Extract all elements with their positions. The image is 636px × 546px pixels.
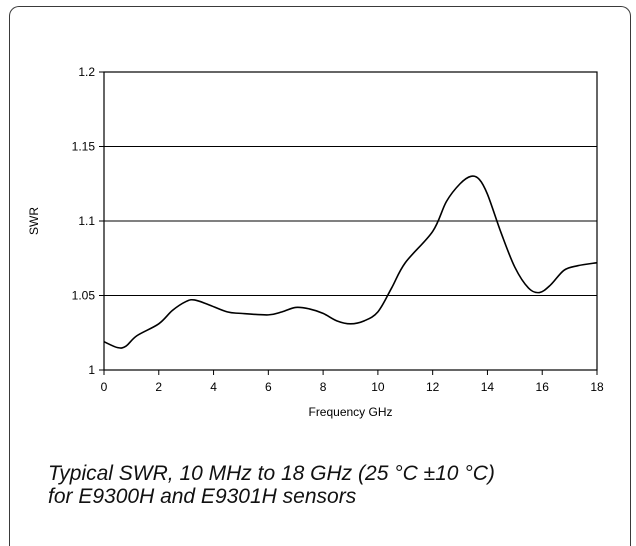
swr-series-line <box>103 175 598 349</box>
x-tick-label-0: 0 <box>101 380 108 394</box>
x-tick-label-7: 14 <box>481 380 495 394</box>
swr-line-chart: 0 2 4 6 8 10 12 14 16 18 1 1.05 1.1 1.15 1.2 Frequenc… <box>27 65 604 419</box>
y-tick-label-1: 1.05 <box>72 289 96 303</box>
chart-frame <box>9 6 631 546</box>
x-tick-label-1: 2 <box>155 380 162 394</box>
y-axis-ticks: 1 1.05 1.1 1.15 1.2 <box>72 65 104 377</box>
caption-line-2: for E9300H and E9301H sensors <box>48 485 357 508</box>
y-tick-label-4: 1.2 <box>78 65 95 79</box>
caption-line-1: Typical SWR, 10 MHz to 18 GHz (25 °C ±10… <box>48 462 495 485</box>
y-tick-label-2: 1.1 <box>78 214 95 228</box>
x-tick-label-2: 4 <box>210 380 217 394</box>
y-axis-label: SWR <box>27 207 41 235</box>
x-tick-label-5: 10 <box>371 380 385 394</box>
x-tick-label-9: 18 <box>590 380 604 394</box>
x-tick-label-4: 8 <box>320 380 327 394</box>
y-tick-label-3: 1.15 <box>72 140 96 154</box>
figure-caption: Typical SWR, 10 MHz to 18 GHz (25 °C ±10… <box>48 462 495 508</box>
x-axis-ticks: 0 2 4 6 8 10 12 14 16 18 <box>101 370 604 394</box>
x-tick-label-8: 16 <box>536 380 550 394</box>
grid-lines <box>104 146 597 296</box>
x-axis-label: Frequency GHz <box>308 405 392 419</box>
y-tick-label-0: 1 <box>88 363 95 377</box>
x-tick-label-6: 12 <box>426 380 440 394</box>
x-tick-label-3: 6 <box>265 380 272 394</box>
